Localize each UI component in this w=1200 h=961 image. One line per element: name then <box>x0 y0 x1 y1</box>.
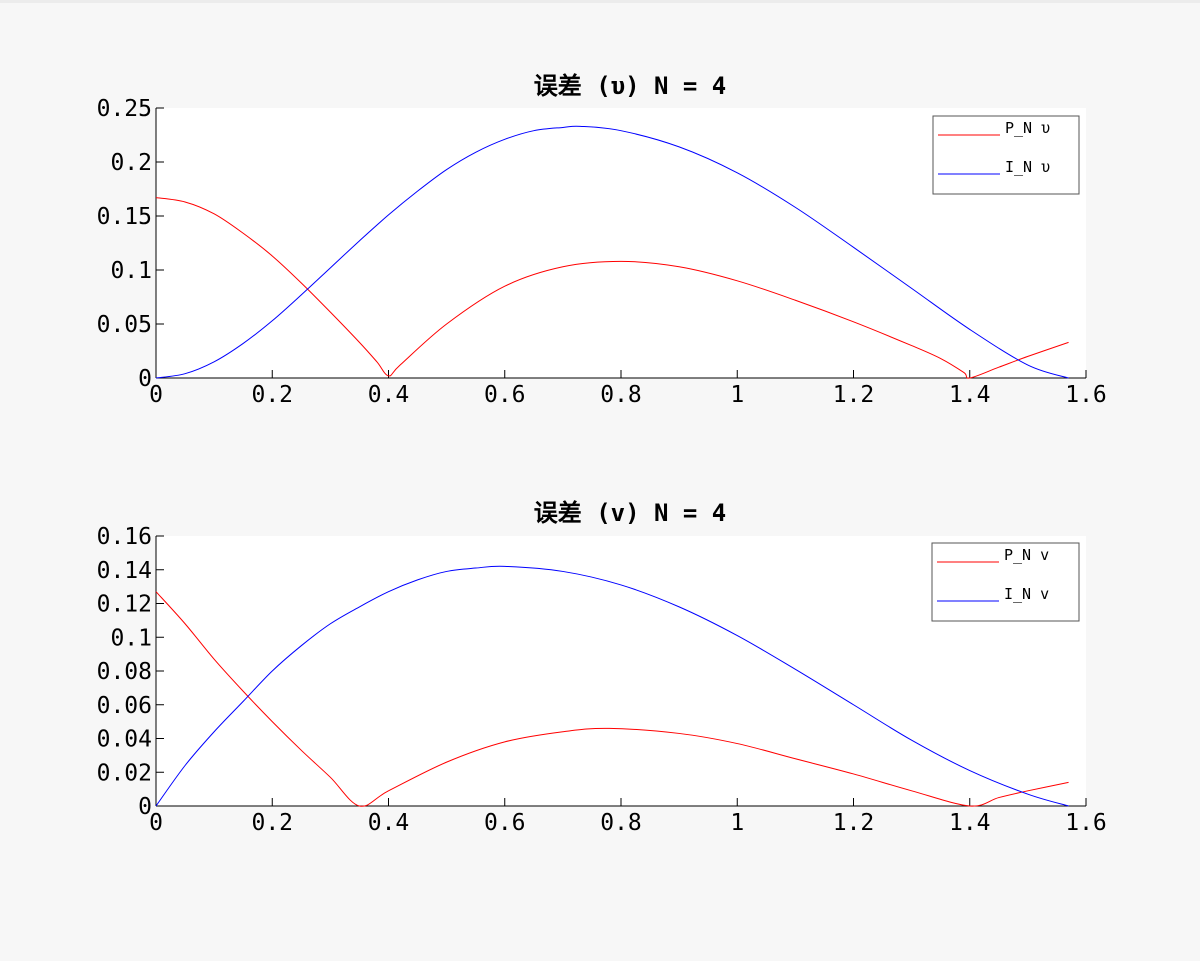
x-tick-label: 0.4 <box>368 810 410 836</box>
legend-label: P_N υ <box>1005 119 1050 137</box>
chart-error-v: 误差 (v) N = 4 0 0.2 0.4 0.6 0.8 1 1.2 1.4 1.6 0 0.0… <box>97 499 1107 836</box>
legend-box <box>932 115 1080 195</box>
y-tick-label: 0.1 <box>110 258 152 284</box>
y-tick-label: 0.1 <box>110 625 152 651</box>
y-tick-label: 0.04 <box>97 727 152 753</box>
x-tick-label: 1.6 <box>1065 382 1107 408</box>
x-tick-label: 0.6 <box>484 810 526 836</box>
x-tick-label: 1.4 <box>949 382 991 408</box>
x-tick-label: 1.6 <box>1065 810 1107 836</box>
y-tick-label: 0.25 <box>97 96 152 122</box>
legend-box <box>931 542 1080 622</box>
x-tick-label: 1 <box>730 810 744 836</box>
legend-label: P_N v <box>1004 546 1049 564</box>
x-tick-label: 1.2 <box>833 382 875 408</box>
x-tick-label: 0 <box>149 382 163 408</box>
axes: 0 0.2 0.4 0.6 0.8 1 1.2 1.4 1.6 0 0.05 0.1 0.15 0.2 0.… <box>97 96 1107 408</box>
y-tick-label: 0.06 <box>97 693 152 719</box>
x-tick-label: 0.8 <box>600 382 642 408</box>
y-tick-label: 0.05 <box>97 312 152 338</box>
x-tick-label: 0.2 <box>251 810 293 836</box>
chart-title: 误差 (v) N = 4 <box>534 499 727 527</box>
y-tick-label: 0 <box>138 794 152 820</box>
series-line-1 <box>155 125 1069 379</box>
axes: 0 0.2 0.4 0.6 0.8 1 1.2 1.4 1.6 0 0.02 0.04 0.06 0.08… <box>97 524 1107 836</box>
legend: P_N v I_N v <box>931 542 1080 622</box>
y-tick-label: 0.14 <box>97 558 152 584</box>
legend-label: I_N υ <box>1005 158 1050 176</box>
y-tick-label: 0 <box>138 366 152 392</box>
plot-area <box>156 536 1086 806</box>
legend-label: I_N v <box>1004 585 1049 603</box>
y-tick-label: 0.12 <box>97 592 152 618</box>
x-tick-label: 0.8 <box>600 810 642 836</box>
x-tick-label: 1 <box>730 382 744 408</box>
series-group <box>155 125 1069 379</box>
x-tick-label: 1.2 <box>833 810 875 836</box>
x-tick-label: 1.4 <box>949 810 991 836</box>
series-group <box>155 565 1069 807</box>
y-tick-label: 0.15 <box>97 204 152 230</box>
series-line-0 <box>155 591 1069 807</box>
y-tick-label: 0.02 <box>97 760 152 786</box>
legend: P_N υ I_N υ <box>932 115 1080 195</box>
chart-error-u: 误差 (υ) N = 4 0 0.2 0.4 0.6 0.8 1 1.2 1.4 1.6 0 0.0… <box>97 72 1107 408</box>
x-tick-label: 0 <box>149 810 163 836</box>
x-tick-label: 0.6 <box>484 382 526 408</box>
series-line-0 <box>155 197 1069 379</box>
x-tick-label: 0.2 <box>251 382 293 408</box>
x-tick-label: 0.4 <box>368 382 410 408</box>
series-line-1 <box>155 565 1069 807</box>
y-tick-label: 0.08 <box>97 659 152 685</box>
window-top-edge <box>0 0 1200 3</box>
y-tick-label: 0.16 <box>97 524 152 550</box>
chart-title: 误差 (υ) N = 4 <box>534 72 727 100</box>
plot-area <box>156 108 1086 378</box>
y-tick-label: 0.2 <box>110 150 152 176</box>
